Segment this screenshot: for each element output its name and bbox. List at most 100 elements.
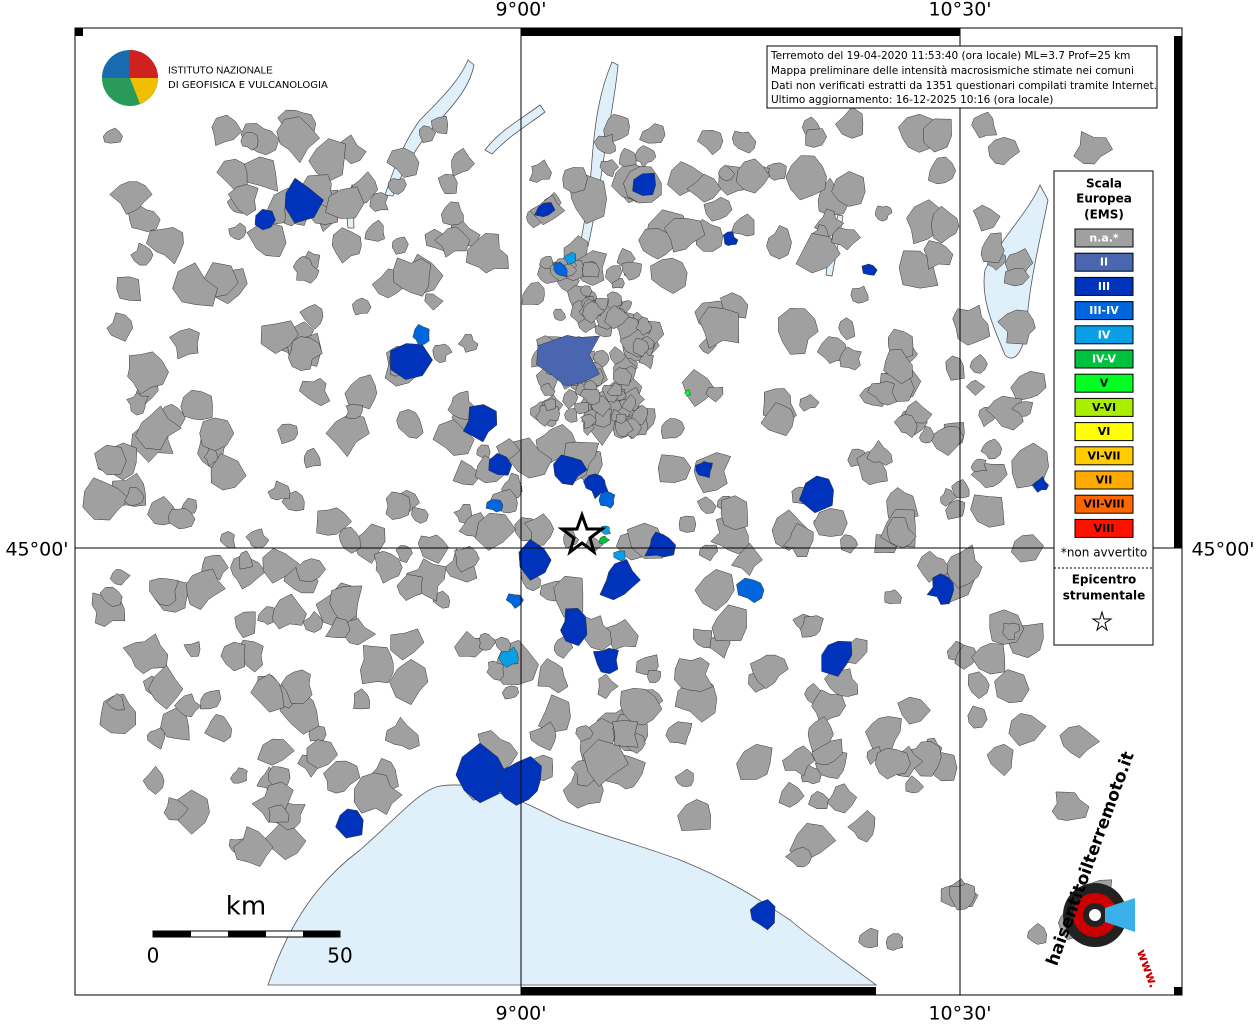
- municipality: [109, 569, 131, 586]
- municipality: [396, 574, 423, 601]
- municipality: [883, 348, 913, 385]
- lake: [484, 104, 546, 155]
- municipality: [760, 402, 795, 436]
- municipality: [529, 159, 552, 183]
- municipality: [866, 439, 893, 466]
- municipality: [696, 496, 717, 514]
- municipality: [505, 593, 524, 609]
- logo-speaker: [1105, 898, 1135, 932]
- frame-bar: [1174, 987, 1182, 995]
- municipality: [986, 743, 1014, 777]
- municipality: [417, 534, 449, 564]
- municipality: [126, 392, 150, 416]
- municipality: [373, 550, 403, 584]
- logo-ring: [1089, 909, 1101, 921]
- municipality: [230, 767, 248, 784]
- municipality: [686, 173, 722, 203]
- legend-star: [1091, 610, 1113, 632]
- municipality: [886, 517, 917, 549]
- municipality: [553, 454, 588, 486]
- legend-label: II: [1100, 256, 1108, 269]
- legend-swatch: [1074, 373, 1134, 393]
- municipality: [967, 671, 990, 700]
- info-line: Ultimo aggiornamento: 16-12-2025 10:16 (…: [771, 94, 1053, 106]
- municipality: [230, 554, 266, 590]
- municipality: [723, 231, 739, 246]
- municipality: [284, 177, 324, 224]
- municipality: [697, 130, 724, 156]
- municipality: [847, 810, 876, 843]
- municipality: [861, 263, 878, 276]
- municipality: [325, 186, 365, 219]
- legend-label: III-IV: [1089, 304, 1119, 317]
- municipality: [798, 475, 834, 514]
- municipality: [940, 488, 958, 507]
- municipality: [831, 227, 861, 251]
- municipality: [858, 927, 879, 949]
- legend-label: VII: [1096, 474, 1113, 487]
- municipality: [228, 222, 247, 240]
- municipality: [657, 454, 692, 483]
- municipality: [736, 577, 765, 604]
- municipality: [778, 781, 805, 808]
- municipality: [705, 386, 724, 403]
- municipality: [599, 159, 620, 178]
- municipality: [795, 233, 841, 274]
- municipality: [808, 790, 830, 810]
- info-line: Terremoto del 19-04-2020 11:53:40 (ora l…: [770, 50, 1130, 62]
- municipality: [325, 617, 351, 638]
- municipality: [451, 147, 475, 177]
- municipality: [352, 297, 372, 316]
- info-line: Dati non verificati estratti da 1351 que…: [771, 80, 1157, 92]
- legend-label: V-VI: [1092, 401, 1116, 414]
- municipality: [280, 669, 313, 704]
- axis-label: 9°00': [496, 1003, 547, 1024]
- municipality: [260, 320, 299, 354]
- municipality: [238, 550, 254, 570]
- municipality: [298, 377, 331, 407]
- info-line: Mappa preliminare delle intensità macros…: [771, 65, 1134, 77]
- scale-label: 50: [327, 944, 352, 968]
- axis-label: 9°00': [496, 0, 547, 21]
- municipality: [665, 721, 693, 745]
- municipality: [580, 413, 597, 429]
- municipality: [268, 804, 290, 823]
- municipality: [816, 336, 847, 364]
- municipality: [227, 184, 259, 216]
- municipality: [606, 291, 622, 310]
- municipality: [785, 155, 827, 201]
- municipality: [605, 265, 622, 284]
- municipality: [364, 219, 385, 242]
- municipality: [1011, 401, 1034, 417]
- municipality: [562, 251, 577, 265]
- municipality: [805, 128, 827, 148]
- municipality: [980, 232, 1005, 264]
- municipality: [233, 826, 274, 867]
- municipality: [431, 116, 449, 135]
- municipality: [575, 725, 594, 743]
- municipality: [172, 262, 218, 307]
- municipality: [457, 334, 479, 353]
- logo-segment: [130, 78, 158, 104]
- frame-bar: [521, 987, 876, 995]
- municipality: [985, 395, 1024, 431]
- axis-labels: 9°00' 10°30' 9°00' 10°30' 45°00' 45°00': [5, 0, 1254, 1024]
- municipality: [331, 227, 362, 264]
- municipality: [614, 419, 634, 437]
- municipality: [488, 452, 513, 476]
- municipality: [262, 548, 300, 584]
- frame-bar: [75, 28, 83, 36]
- municipality: [731, 130, 757, 154]
- municipality: [954, 644, 980, 670]
- municipality: [749, 654, 789, 690]
- legend-note: *non avvertito: [1061, 546, 1147, 560]
- municipality: [295, 558, 326, 583]
- municipality: [678, 515, 697, 533]
- municipality: [168, 508, 196, 530]
- municipality: [839, 346, 862, 371]
- municipality: [396, 409, 424, 439]
- municipality: [599, 535, 611, 544]
- municipality: [838, 317, 856, 341]
- municipality: [618, 300, 633, 314]
- municipality: [619, 147, 637, 167]
